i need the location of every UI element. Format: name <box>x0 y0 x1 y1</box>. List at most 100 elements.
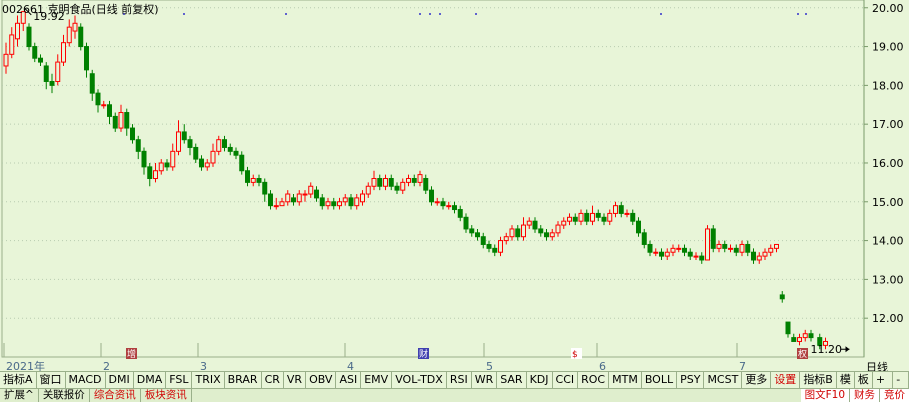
info-dot <box>797 13 799 15</box>
candle-body <box>607 212 613 222</box>
candle-body <box>15 22 20 40</box>
candle-body <box>682 247 687 253</box>
candle-body <box>394 185 400 191</box>
candle-body <box>135 139 141 152</box>
indicator-button[interactable]: WR <box>472 372 498 388</box>
plus-button[interactable]: + <box>873 372 894 388</box>
candle-body <box>388 178 394 187</box>
candle-body <box>423 178 429 191</box>
candle-body <box>89 73 95 94</box>
candle-body <box>279 201 285 207</box>
indicator-b-button[interactable]: 指标B <box>800 372 837 388</box>
x-tick-label: 4 <box>347 360 354 371</box>
indicator-button[interactable]: ASI <box>336 372 362 388</box>
candle-body <box>187 139 193 148</box>
indicator-button[interactable]: CR <box>262 372 284 388</box>
event-marker: $ <box>572 350 578 360</box>
indicator-button[interactable]: SAR <box>497 372 527 388</box>
indicator-button[interactable]: BOLL <box>642 372 678 388</box>
info-dot <box>183 13 185 15</box>
candle-body <box>469 228 475 234</box>
indicator-button[interactable]: FSL <box>166 372 193 388</box>
candle-body <box>785 321 791 335</box>
candle-body <box>250 178 256 183</box>
event-marker: 财 <box>419 348 428 360</box>
event-marker-bg <box>126 348 137 359</box>
candle-body <box>429 189 434 203</box>
candle-body <box>296 193 302 203</box>
candle-body <box>722 243 728 249</box>
indicator-button[interactable]: MACD <box>66 372 106 388</box>
low-label: 11.20 <box>811 343 843 356</box>
indicator-button[interactable]: 更多 <box>742 372 772 388</box>
candle-body <box>636 220 641 234</box>
finance-button[interactable]: 财务 <box>850 389 880 402</box>
candle-body <box>95 92 101 106</box>
info-dot <box>439 13 441 15</box>
related-quote-tab[interactable]: 关联报价 <box>39 389 90 402</box>
candle-body <box>739 243 745 253</box>
settings-button[interactable]: 设置 <box>771 372 801 388</box>
indicator-button[interactable]: DMA <box>134 372 167 388</box>
indicator-button[interactable]: KDJ <box>527 372 553 388</box>
indicator-button[interactable]: ROC <box>578 372 610 388</box>
stock-name: 克明食品 <box>47 3 92 16</box>
candle-body <box>26 26 32 48</box>
minus-button[interactable]: - <box>893 372 909 388</box>
candle-body <box>457 209 463 218</box>
candle-body <box>728 247 733 250</box>
candle-body <box>515 228 521 238</box>
candle-body <box>561 220 567 226</box>
y-tick-label: 16.00 <box>872 157 904 170</box>
candle-body <box>687 251 693 257</box>
event-marker-bg <box>797 348 808 359</box>
candle-body <box>549 232 555 238</box>
indicator-toolbar: 指标A 窗口 MACD DMI DMA FSL TRIX BRAR CR VR OBV ASI EMV V… <box>0 371 909 388</box>
indicator-button[interactable]: VR <box>284 372 307 388</box>
info-dot <box>660 13 662 15</box>
indicator-button[interactable]: 窗口 <box>37 372 66 388</box>
candle-body <box>43 65 49 82</box>
candle-body <box>72 22 78 32</box>
candle-body <box>699 255 705 261</box>
sector-news-tab[interactable]: 板块资讯 <box>141 389 192 402</box>
candle-body <box>302 193 308 196</box>
indicator-button[interactable]: TRIX <box>192 372 225 388</box>
candle-body <box>509 228 515 238</box>
expand-button[interactable]: 扩展^ <box>0 389 39 402</box>
candle-body <box>348 197 354 207</box>
indicator-button[interactable]: MTM <box>609 372 642 388</box>
indicator-button[interactable]: CCI <box>553 372 579 388</box>
period-label[interactable]: 日线 <box>866 361 888 374</box>
indicator-button[interactable]: DMI <box>106 372 134 388</box>
indicator-button[interactable]: RSI <box>447 372 472 388</box>
indicator-b-button[interactable]: 模 <box>837 372 855 388</box>
candle-body <box>817 337 823 346</box>
candle-body <box>647 243 653 253</box>
f10-button[interactable]: 图文F10 <box>800 389 850 402</box>
indicator-button[interactable]: EMV <box>361 372 393 388</box>
candle-body <box>716 243 722 249</box>
indicator-button[interactable]: BRAR <box>225 372 262 388</box>
candle-body <box>383 178 388 187</box>
candle-body <box>411 178 417 183</box>
x-tick-label: 5 <box>486 360 493 371</box>
candle-body <box>141 150 147 168</box>
candle-body <box>158 162 164 172</box>
indicator-button[interactable]: PSY <box>677 372 705 388</box>
candle-body <box>538 228 544 234</box>
candlestick-chart: 20.00 19.00 18.00 17.00 16.00 15.00 14.00 13.00… <box>1 0 904 371</box>
candle-body <box>262 181 268 195</box>
x-tick-label: 2021年 <box>6 359 45 371</box>
bid-button[interactable]: 竞价 <box>880 389 909 402</box>
indicator-button[interactable]: VOL-TDX <box>392 372 447 388</box>
indicator-button[interactable]: OBV <box>306 372 337 388</box>
candle-body <box>618 205 624 214</box>
indicator-button[interactable]: 指标A <box>0 372 37 388</box>
indicator-button[interactable]: MCST <box>704 372 743 388</box>
info-dot <box>805 13 807 15</box>
candle-body <box>751 251 756 261</box>
news-tab[interactable]: 综合资讯 <box>90 389 141 402</box>
indicator-b-button[interactable]: 板 <box>855 372 873 388</box>
candle-body <box>210 150 216 164</box>
